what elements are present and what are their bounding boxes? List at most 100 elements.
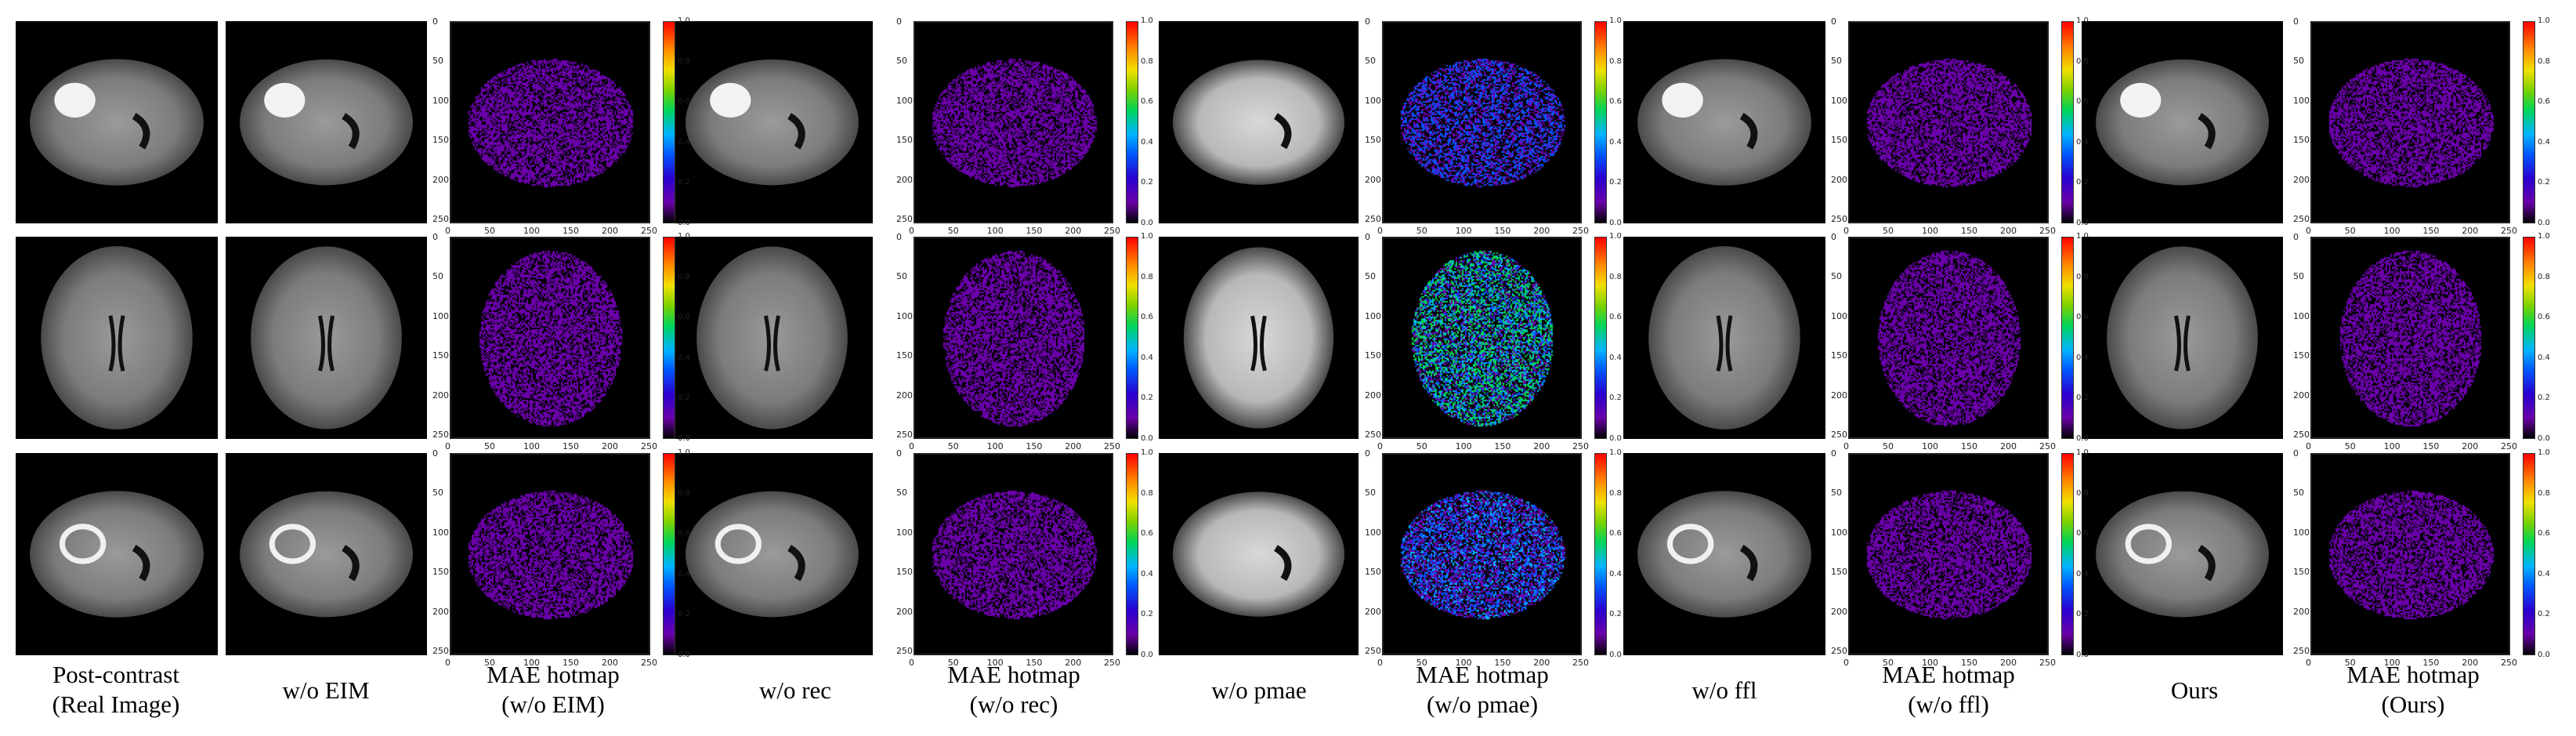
colorbar-tick-label: 0.2 xyxy=(2538,178,2550,187)
image-panel-row1-col2 xyxy=(226,21,427,223)
x-tick-label: 200 xyxy=(2000,441,2017,451)
x-tick-label: 150 xyxy=(563,441,579,451)
hotmap-axes-row1-col7 xyxy=(1382,21,1582,223)
y-tick-label: 200 xyxy=(1831,606,1847,617)
brain-slice-graphic xyxy=(2107,246,2258,430)
y-tick-label: 0 xyxy=(1831,448,1836,459)
colorbar-tick-label: 0.4 xyxy=(1609,353,1622,362)
caption-line-1: Post-contrast xyxy=(52,661,179,688)
hotmap-axes-row1-col9 xyxy=(1848,21,2049,223)
caption-line-1: MAE hotmap xyxy=(1416,661,1549,688)
y-tick-label: 50 xyxy=(1365,271,1376,282)
mae-hotmap-canvas xyxy=(451,455,649,654)
image-panel-row2-col6 xyxy=(1159,237,1359,439)
y-tick-label: 100 xyxy=(1831,95,1847,106)
x-tick-label: 0 xyxy=(445,226,450,236)
colorbar xyxy=(2523,237,2535,439)
colorbar-tick-label: 1.0 xyxy=(2538,232,2550,241)
colorbar-tick-label: 0.8 xyxy=(1141,488,1153,498)
colorbar-tick-label: 0.6 xyxy=(2076,529,2089,538)
y-tick-label: 250 xyxy=(1831,429,1847,440)
colorbar-tick-label: 0.0 xyxy=(1141,219,1153,227)
colorbar xyxy=(1594,237,1607,439)
x-tick-label: 50 xyxy=(1883,226,1894,236)
y-tick-label: 150 xyxy=(896,135,913,146)
colorbar-tick-label: 0.8 xyxy=(678,56,690,66)
image-panel-row1-col1 xyxy=(16,21,218,223)
colorbar-tick-label: 1.0 xyxy=(678,16,690,25)
x-tick-label: 100 xyxy=(986,226,1004,236)
colorbar-tick-label: 0.6 xyxy=(678,97,690,107)
brain-slice-graphic xyxy=(30,491,204,618)
x-tick-label: 250 xyxy=(1104,658,1121,668)
y-tick-label: 150 xyxy=(432,567,449,578)
colorbar-tick-label: 0.4 xyxy=(678,353,690,362)
y-tick-label: 50 xyxy=(432,56,443,67)
x-tick-label: 100 xyxy=(986,441,1004,451)
mae-hotmap-canvas xyxy=(2312,455,2509,654)
column-caption-7: MAE hotmap (w/o pmae) xyxy=(1365,660,1600,720)
caption-line-2: (w/o rec) xyxy=(969,691,1058,718)
colorbar-tick-label: 0.8 xyxy=(1609,272,1622,281)
image-panel-row1-col6 xyxy=(1159,21,1359,223)
x-tick-label: 0 xyxy=(2306,226,2311,236)
caption-line-1: w/o EIM xyxy=(282,676,370,704)
x-tick-label: 0 xyxy=(1377,658,1383,668)
colorbar-tick-label: 0.6 xyxy=(2538,313,2550,322)
hotmap-axes-row1-col5 xyxy=(914,21,1113,223)
x-tick-label: 0 xyxy=(909,441,914,451)
mae-hotmap-canvas xyxy=(1850,23,2047,222)
colorbar xyxy=(2061,21,2074,223)
colorbar-tick-label: 0.0 xyxy=(1609,219,1622,227)
y-tick-label: 250 xyxy=(432,645,449,656)
column-caption-2: w/o EIM xyxy=(208,676,443,705)
x-tick-label: 0 xyxy=(909,658,914,668)
brain-slice-graphic xyxy=(240,59,413,186)
image-panel-row3-col4 xyxy=(671,453,873,655)
colorbar-tick-label: 0.0 xyxy=(678,219,690,227)
y-tick-label: 0 xyxy=(2293,232,2299,242)
x-tick-label: 150 xyxy=(563,226,579,236)
x-tick-label: 50 xyxy=(2344,441,2356,451)
brain-slice-graphic xyxy=(1183,247,1334,429)
y-tick-label: 50 xyxy=(1831,488,1842,499)
x-tick-label: 250 xyxy=(1572,441,1590,451)
hotmap-axes-row3-col9 xyxy=(1848,453,2049,655)
colorbar-tick-label: 1.0 xyxy=(678,448,690,457)
colorbar xyxy=(663,453,675,655)
mae-hotmap-canvas xyxy=(1384,238,1580,437)
colorbar xyxy=(1126,453,1138,655)
y-tick-label: 200 xyxy=(1831,174,1847,185)
colorbar-tick-label: 0.2 xyxy=(1609,178,1622,187)
mae-hotmap-canvas xyxy=(1384,455,1580,654)
brain-slice-graphic xyxy=(41,246,193,430)
x-tick-label: 200 xyxy=(1533,658,1550,668)
colorbar xyxy=(2061,237,2074,439)
y-tick-label: 100 xyxy=(1365,527,1381,538)
colorbar xyxy=(2523,21,2535,223)
brain-slice-graphic xyxy=(686,491,859,618)
colorbar-tick-label: 0.0 xyxy=(2076,651,2089,659)
y-tick-label: 150 xyxy=(1365,350,1381,361)
y-tick-label: 200 xyxy=(432,390,449,401)
y-tick-label: 150 xyxy=(2293,350,2310,361)
y-tick-label: 0 xyxy=(432,232,438,242)
x-tick-label: 250 xyxy=(2039,441,2056,451)
colorbar-tick-label: 0.4 xyxy=(2538,353,2550,362)
colorbar-tick-label: 0.4 xyxy=(2538,569,2550,578)
x-tick-label: 250 xyxy=(1104,226,1121,236)
x-tick-label: 200 xyxy=(1533,226,1550,236)
brain-slice-graphic xyxy=(2096,491,2269,618)
colorbar xyxy=(1594,453,1607,655)
image-panel-row3-col10 xyxy=(2082,453,2283,655)
brain-slice-graphic xyxy=(1637,491,1811,618)
x-tick-label: 150 xyxy=(1026,226,1043,236)
brain-slice-graphic xyxy=(1648,246,1800,430)
brain-slice-graphic xyxy=(30,59,204,186)
x-tick-label: 100 xyxy=(523,658,540,668)
brain-slice-graphic xyxy=(251,246,402,430)
colorbar xyxy=(663,237,675,439)
colorbar-tick-label: 0.0 xyxy=(1141,651,1153,659)
x-tick-label: 50 xyxy=(1883,441,1894,451)
colorbar-tick-label: 0.0 xyxy=(2076,434,2089,443)
